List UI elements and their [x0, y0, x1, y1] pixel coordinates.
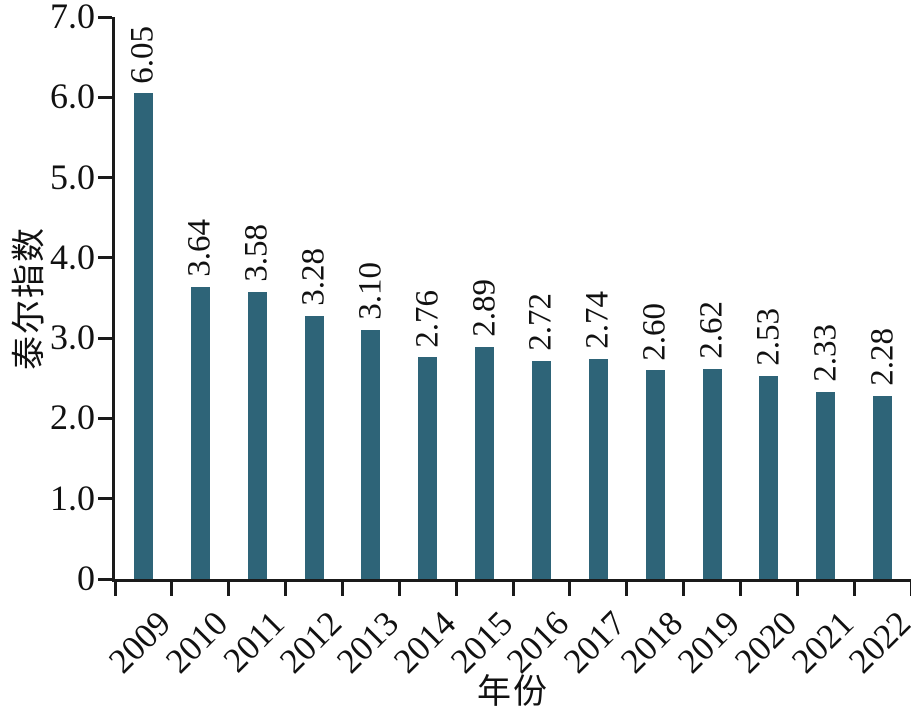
x-axis-tick — [227, 582, 231, 596]
x-axis-tick — [113, 582, 117, 596]
x-tick-label: 2022 — [840, 603, 911, 681]
y-axis-tick — [98, 416, 112, 420]
x-axis-tick — [795, 582, 799, 596]
bar-2017 — [588, 359, 608, 579]
y-tick-label: 6.0 — [50, 76, 95, 117]
bar-value-label: 2.60 — [636, 302, 673, 361]
x-tick-label: 2018 — [613, 603, 691, 681]
y-tick-label: 4.0 — [50, 237, 95, 278]
bar-2009 — [133, 93, 153, 579]
x-axis-tick — [682, 582, 686, 596]
bar-value-label: 3.10 — [352, 262, 389, 321]
bar-2018 — [645, 370, 665, 579]
x-axis-tick — [340, 582, 344, 596]
y-axis-tick — [98, 95, 112, 99]
x-axis-tick — [852, 582, 856, 596]
bar-2020 — [759, 375, 779, 579]
x-axis-tick — [738, 582, 742, 596]
y-axis-tick — [98, 336, 112, 340]
bar-value-label: 3.28 — [295, 247, 332, 306]
y-tick-label: 5.0 — [50, 156, 95, 197]
x-tick-label: 2021 — [783, 603, 861, 681]
bar-2014 — [418, 357, 438, 579]
bar-value-label: 2.28 — [864, 328, 901, 386]
x-tick-label: 2014 — [385, 603, 463, 681]
x-axis-tick — [397, 582, 401, 596]
bar-value-label: 2.53 — [750, 308, 787, 366]
y-tick-label: 1.0 — [50, 477, 95, 518]
y-tick-label: 7.0 — [50, 0, 95, 37]
x-axis-tick — [909, 582, 911, 596]
x-tick-label: 2019 — [670, 603, 748, 681]
bar-value-label: 2.62 — [693, 300, 730, 359]
bar-value-label: 2.72 — [522, 292, 559, 351]
bar-2019 — [702, 368, 722, 579]
bar-2015 — [475, 346, 495, 579]
plot-area: 6.05 2009 3.64 2010 3.58 2011 3.28 2012 3.10 2013… — [98, 15, 911, 681]
bar-value-label: 3.58 — [238, 223, 275, 282]
x-axis-tick — [511, 582, 515, 596]
x-tick-label: 2017 — [556, 603, 634, 681]
bar-value-label: 2.89 — [466, 279, 503, 337]
y-tick-label: 2.0 — [50, 397, 95, 438]
x-axis-tick — [170, 582, 174, 596]
bar-value-label: 2.76 — [409, 289, 446, 348]
bar-value-label: 6.05 — [124, 25, 161, 84]
bar-2011 — [247, 291, 267, 579]
bar-2010 — [190, 286, 210, 579]
bar-2012 — [304, 315, 324, 579]
y-axis-tick — [98, 497, 112, 501]
x-tick-label: 2009 — [101, 603, 179, 681]
bar-value-label: 2.33 — [807, 324, 844, 382]
bar-2021 — [816, 391, 836, 579]
x-axis-tick — [284, 582, 288, 596]
y-tick-label: 3.0 — [50, 317, 95, 358]
x-axis-tick — [625, 582, 629, 596]
y-tick-label: 0 — [77, 558, 95, 599]
x-tick-label: 2020 — [726, 603, 805, 681]
x-tick-label: 2010 — [158, 603, 236, 681]
y-axis-tick — [98, 15, 112, 19]
x-axis-tick — [454, 582, 458, 596]
y-axis-tick — [98, 577, 112, 581]
bar-value-label: 2.74 — [579, 291, 616, 350]
x-tick-label: 2012 — [272, 603, 350, 681]
x-tick-label: 2013 — [328, 603, 407, 681]
y-axis-tick — [98, 176, 112, 180]
y-axis-tick-labels: 0 1.0 2.0 3.0 4.0 5.0 6.0 7.0 — [0, 0, 112, 598]
bar-2013 — [361, 330, 381, 579]
y-axis-tick — [98, 256, 112, 260]
x-axis-tick — [568, 582, 572, 596]
bar-value-label: 3.64 — [181, 219, 218, 277]
x-tick-label: 2011 — [216, 603, 293, 680]
bar-2022 — [873, 395, 893, 579]
x-axis-title: 年份 — [477, 674, 549, 710]
bar-2016 — [531, 360, 551, 579]
